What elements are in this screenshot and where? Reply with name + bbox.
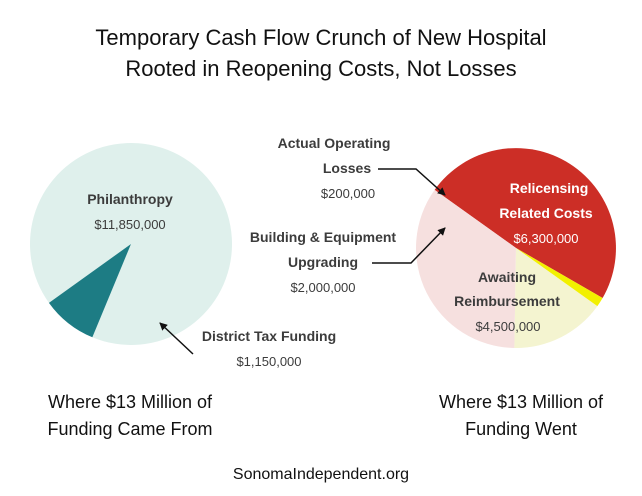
caption-funding-sources-line-1: Where $13 Million of xyxy=(47,392,213,412)
caption-funding-uses-line-2: Funding Went xyxy=(465,419,577,439)
slice-value-relicensing: $6,300,000 xyxy=(513,231,578,246)
slice-value-operating-losses: $200,000 xyxy=(321,186,375,201)
slice-label-operating-losses-line-2: Losses xyxy=(323,160,371,176)
pie-funding-uses xyxy=(416,148,616,349)
chart-title: Temporary Cash Flow Crunch of New Hospit… xyxy=(0,22,642,84)
slice-label-relicensing-line-1: Relicensing xyxy=(510,180,589,196)
slice-label-building-line-1: Building & Equipment xyxy=(250,229,397,245)
caption-funding-sources-line-2: Funding Came From xyxy=(47,419,213,439)
slice-value-district-tax: $1,150,000 xyxy=(236,354,301,369)
pie-slice-building-equipment-upgrading xyxy=(514,248,598,349)
caption-funding-sources: Where $13 Million of Funding Came From xyxy=(10,389,250,443)
slice-value-awaiting: $4,500,000 xyxy=(475,319,540,334)
slice-value-philanthropy: $11,850,000 xyxy=(94,217,165,232)
slice-label-relicensing-line-2: Related Costs xyxy=(499,205,593,221)
leader-district-tax xyxy=(159,322,194,355)
chart-title-line-1: Temporary Cash Flow Crunch of New Hospit… xyxy=(95,25,547,50)
label-leader-lines xyxy=(159,168,446,355)
leader-building xyxy=(372,227,446,264)
slice-label-building-line-2: Upgrading xyxy=(288,254,358,270)
slice-label-awaiting-line-1: Awaiting xyxy=(478,269,536,285)
caption-funding-uses-line-1: Where $13 Million of xyxy=(438,392,604,412)
pie-funding-sources xyxy=(29,142,232,345)
pie-slice-actual-operating-losses xyxy=(516,248,603,307)
slice-label-district-tax: District Tax Funding xyxy=(202,328,336,344)
slice-label-philanthropy: Philanthropy xyxy=(87,191,173,207)
slice-label-awaiting-line-2: Reimbursement xyxy=(454,293,560,309)
footer-source: SonomaIndependent.org xyxy=(232,466,410,483)
slice-label-operating-losses-line-1: Actual Operating xyxy=(278,135,391,151)
caption-funding-uses: Where $13 Million of Funding Went xyxy=(401,389,641,443)
leader-operating-losses xyxy=(378,168,446,196)
slice-value-building: $2,000,000 xyxy=(290,280,355,295)
pie-slice-district-tax-funding xyxy=(48,244,131,338)
pie-slice-philanthropy xyxy=(29,142,232,345)
pie-slice-relicensing-related-costs xyxy=(434,148,616,298)
chart-title-line-2: Rooted in Reopening Costs, Not Losses xyxy=(125,56,517,81)
